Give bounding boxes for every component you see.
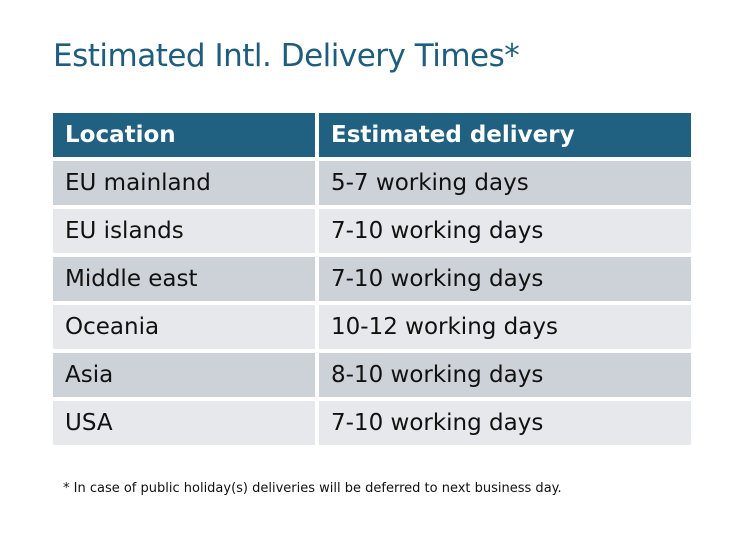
delivery-cell: 7-10 working days <box>319 209 691 253</box>
delivery-cell: 5-7 working days <box>319 161 691 205</box>
table-row: Middle east 7-10 working days <box>53 257 691 301</box>
location-cell: EU mainland <box>53 161 315 205</box>
delivery-cell: 8-10 working days <box>319 353 691 397</box>
table-header-row: Location Estimated delivery <box>53 113 691 157</box>
header-estimated-delivery: Estimated delivery <box>319 113 691 157</box>
location-cell: Asia <box>53 353 315 397</box>
delivery-times-table: Location Estimated delivery EU mainland 5… <box>49 109 695 449</box>
table-row: USA 7-10 working days <box>53 401 691 445</box>
table-row: Asia 8-10 working days <box>53 353 691 397</box>
location-cell: EU islands <box>53 209 315 253</box>
table-row: EU mainland 5-7 working days <box>53 161 691 205</box>
location-cell: Middle east <box>53 257 315 301</box>
location-cell: USA <box>53 401 315 445</box>
location-cell: Oceania <box>53 305 315 349</box>
delivery-cell: 7-10 working days <box>319 401 691 445</box>
table-row: Oceania 10-12 working days <box>53 305 691 349</box>
table-row: EU islands 7-10 working days <box>53 209 691 253</box>
page-title: Estimated Intl. Delivery Times* <box>53 38 520 74</box>
header-location: Location <box>53 113 315 157</box>
delivery-cell: 10-12 working days <box>319 305 691 349</box>
footnote: * In case of public holiday(s) deliverie… <box>63 481 562 496</box>
delivery-cell: 7-10 working days <box>319 257 691 301</box>
